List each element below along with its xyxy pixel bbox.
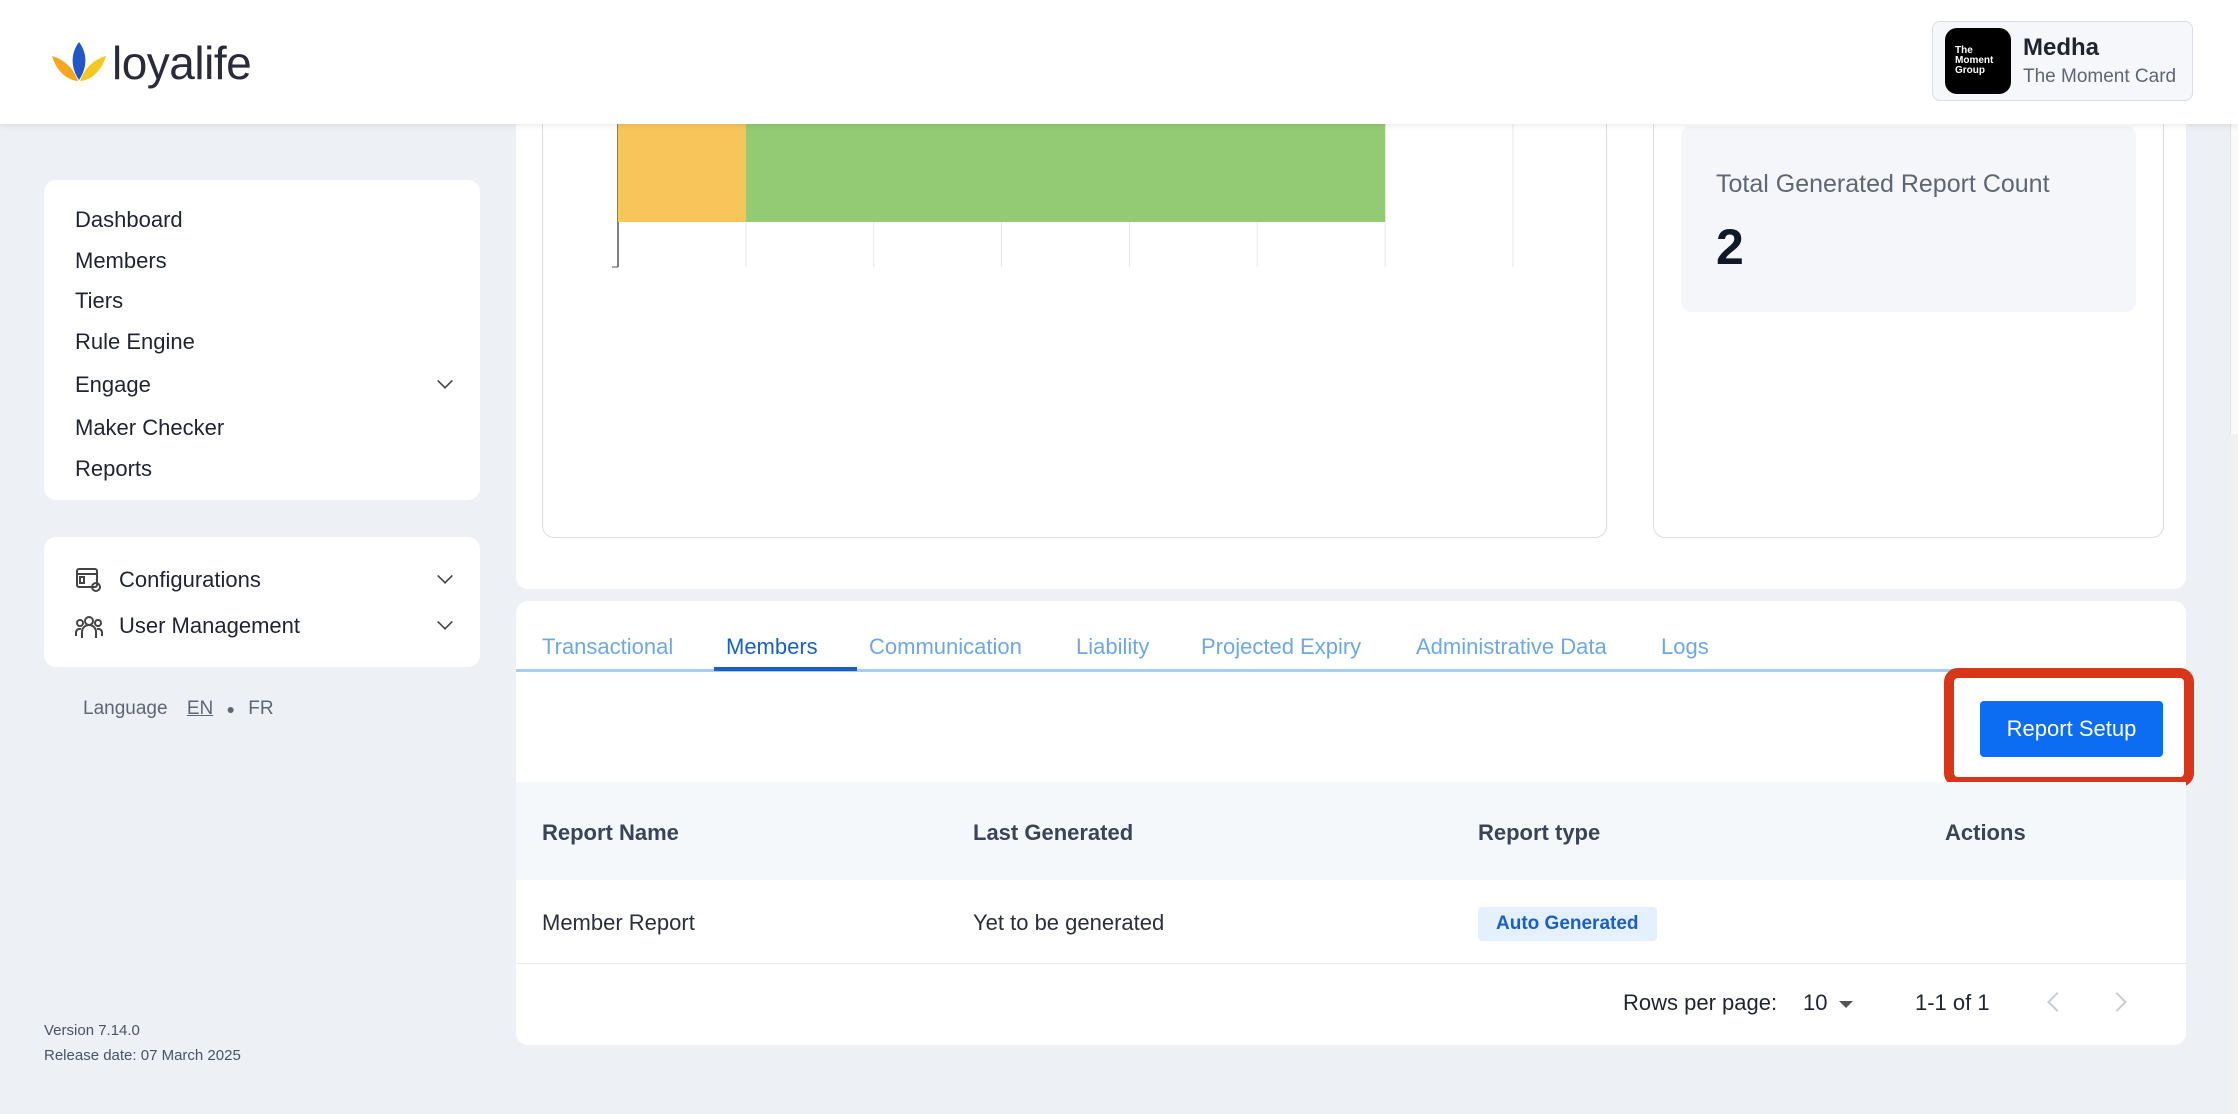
- report-setup-button[interactable]: Report Setup: [1980, 701, 2163, 757]
- tab-liability[interactable]: Liability: [1076, 634, 1150, 659]
- stat-value: 2: [1716, 219, 1744, 275]
- sidebar-item-label: Reports: [75, 455, 153, 481]
- language-label: Language: [83, 698, 168, 719]
- language-en-link[interactable]: EN: [186, 698, 214, 719]
- last-generated-cell: Yet to be generated: [973, 910, 1165, 935]
- language-fr-link[interactable]: FR: [248, 698, 274, 719]
- language-switcher: Language EN ● FR: [83, 698, 274, 720]
- app-header: loyalife The Moment Group Medha The Mome…: [0, 0, 2238, 124]
- avatar-text: The Moment Group: [1955, 45, 1994, 76]
- pagination-range: 1-1 of 1: [1915, 990, 1990, 1015]
- sidebar-item-configurations[interactable]: Configurations: [44, 557, 480, 603]
- rows-per-page-select[interactable]: 10: [1803, 990, 1854, 1016]
- report-chart: [612, 100, 1514, 268]
- sidebar-item-label: Maker Checker: [75, 415, 225, 441]
- settings-panel-icon: [75, 566, 103, 594]
- sidebar-item-maker-checker[interactable]: Maker Checker: [44, 408, 480, 449]
- profile-name: Medha: [2023, 34, 2100, 61]
- sidebar-item-engage[interactable]: Engage: [44, 362, 480, 408]
- rows-per-page-value: 10: [1803, 990, 1828, 1015]
- highlight-box: [1944, 668, 2194, 787]
- profile-menu[interactable]: The Moment Group Medha The Moment Card: [1932, 21, 2193, 101]
- profile-program: The Moment Card: [2023, 66, 2177, 87]
- tab-transactional[interactable]: Transactional: [542, 634, 674, 659]
- sidebar-settings: Configurations User Management: [44, 537, 480, 667]
- sidebar-item-label: Members: [75, 247, 167, 273]
- tab-projected-expiry[interactable]: Projected Expiry: [1201, 634, 1362, 659]
- active-tab-indicator: [714, 667, 857, 671]
- stat-label: Total Generated Report Count: [1716, 170, 2050, 198]
- sidebar-item-reports[interactable]: Reports: [44, 449, 480, 490]
- sidebar-item-user-management[interactable]: User Management: [44, 603, 480, 649]
- table-header: Report Name Last Generated Report type A…: [516, 782, 2186, 880]
- column-actions: Actions: [1945, 820, 2026, 845]
- sidebar-item-label: Configurations: [119, 567, 261, 592]
- column-report-name[interactable]: Report Name: [542, 820, 679, 845]
- sidebar-item-label: User Management: [119, 613, 300, 638]
- brand-name: loyalife: [112, 37, 252, 89]
- sidebar-item-members[interactable]: Members: [44, 241, 480, 282]
- release-date-text: Release date: 07 March 2025: [44, 1047, 241, 1064]
- sidebar-item-rule-engine[interactable]: Rule Engine: [44, 322, 480, 363]
- users-icon: [75, 612, 103, 640]
- table-row[interactable]: Member Report Yet to be generated Auto G…: [516, 880, 2186, 964]
- column-report-type[interactable]: Report type: [1478, 820, 1601, 845]
- tab-communication[interactable]: Communication: [869, 634, 1022, 659]
- stat-tile: Total Generated Report Count 2: [1681, 126, 2136, 312]
- lotus-logo-icon: [52, 42, 106, 81]
- chevron-down-icon: [437, 614, 453, 630]
- report-type-badge: Auto Generated: [1478, 907, 1657, 941]
- tab-logs[interactable]: Logs: [1661, 634, 1709, 659]
- brand-logo[interactable]: loyalife: [50, 36, 252, 90]
- page-scrollbar[interactable]: [2230, 124, 2238, 1114]
- sidebar-item-label: Tiers: [75, 288, 124, 314]
- rows-per-page-label: Rows per page:: [1623, 990, 1778, 1015]
- scrollbar-thumb[interactable]: [2230, 124, 2238, 434]
- avatar: The Moment Group: [1945, 28, 2011, 94]
- tabs-divider: [516, 669, 2186, 672]
- version-info: Version 7.14.0 Release date: 07 March 20…: [44, 1018, 241, 1068]
- chart-card: [542, 100, 1607, 538]
- separator-dot-icon: ●: [226, 701, 235, 717]
- sidebar-item-label: Rule Engine: [75, 328, 195, 354]
- column-last-generated[interactable]: Last Generated: [973, 820, 1134, 845]
- version-text: Version 7.14.0: [44, 1022, 140, 1039]
- chevron-down-icon: [437, 568, 453, 584]
- sidebar-item-label: Engage: [75, 372, 151, 397]
- caret-down-icon: [1839, 1000, 1854, 1008]
- tab-administrative-data[interactable]: Administrative Data: [1416, 634, 1607, 659]
- sidebar-item-label: Dashboard: [75, 207, 183, 233]
- tab-members[interactable]: Members: [726, 634, 818, 659]
- sidebar-nav: Dashboard Members Tiers Rule Engine Enga…: [44, 180, 480, 500]
- sidebar-item-tiers[interactable]: Tiers: [44, 281, 480, 322]
- report-name-cell: Member Report: [542, 910, 695, 935]
- chevron-down-icon: [437, 373, 453, 389]
- sidebar-item-dashboard[interactable]: Dashboard: [44, 200, 480, 241]
- report-tabs: Transactional Members Communication Liab…: [516, 620, 2186, 672]
